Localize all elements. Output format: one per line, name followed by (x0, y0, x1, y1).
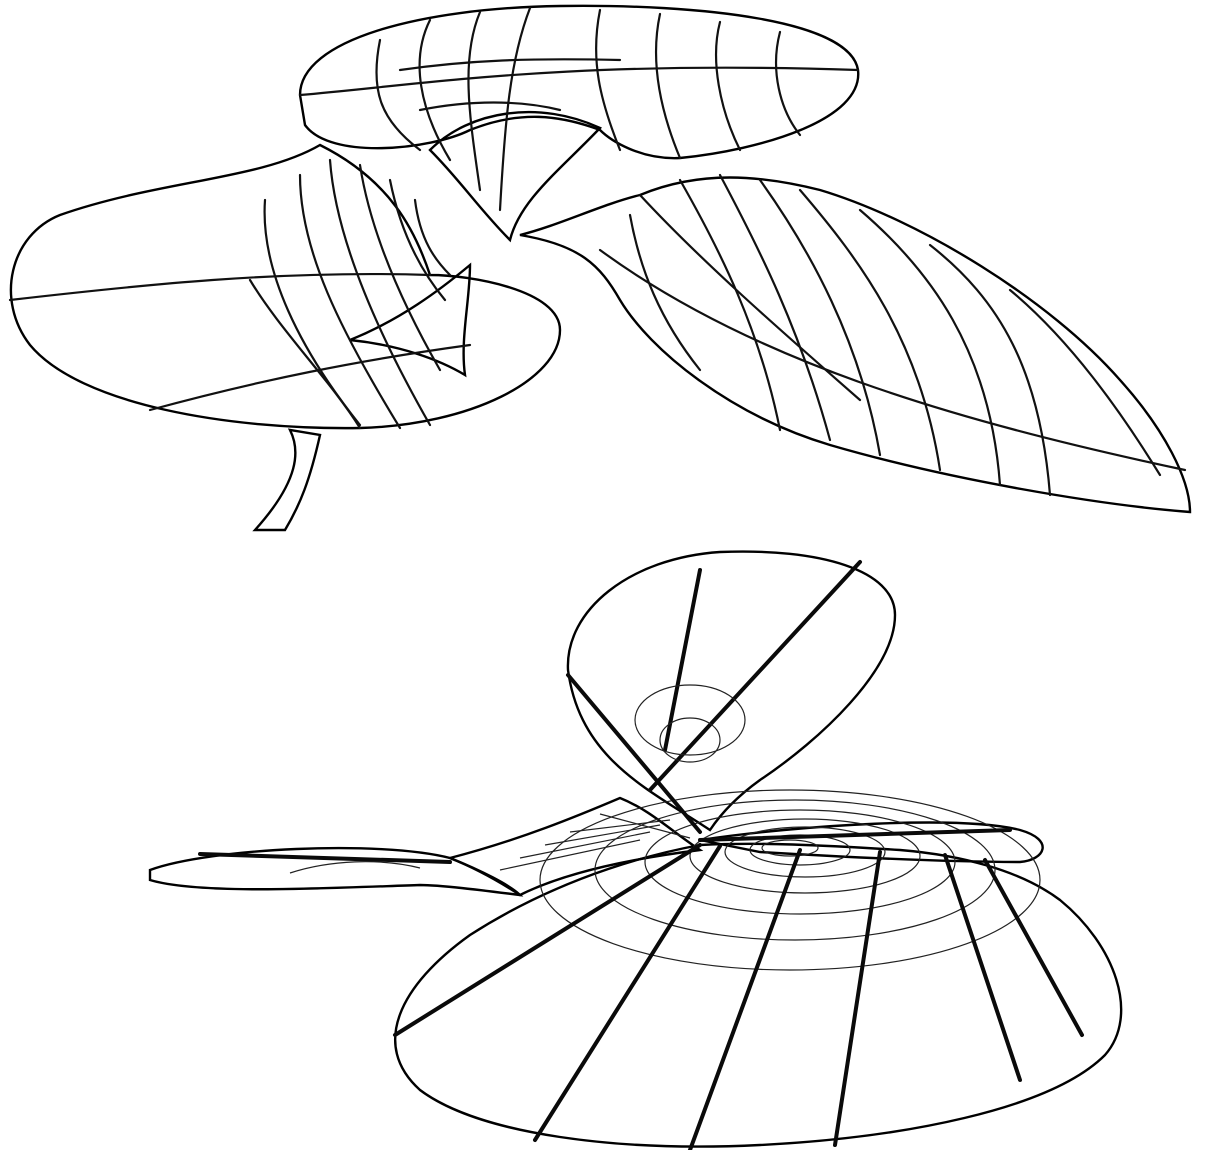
surface-figure-top (0, 0, 1205, 535)
surface-plot-top (8, 4, 1192, 532)
surface-plot-bottom (148, 550, 1123, 1150)
top-right-grid (598, 173, 1187, 497)
top-back-lobe (298, 4, 860, 160)
top-left-lobe (9, 143, 562, 430)
top-right-lobe (519, 176, 1192, 514)
bottom-upper-lobe-lines (566, 560, 862, 834)
bottom-right-tab (699, 821, 1044, 864)
bottom-disk-contours (539, 789, 1041, 971)
surface-figure-bottom (0, 540, 1205, 1150)
top-left-grid (8, 158, 472, 430)
top-back-throat (428, 110, 603, 243)
bottom-upper-lobe (566, 550, 897, 832)
bottom-wing-lines (198, 813, 1012, 874)
bottom-disk-radials (393, 843, 1084, 1150)
top-inner-fin (349, 262, 472, 378)
bottom-large-disk (393, 842, 1123, 1148)
top-tail (252, 428, 322, 532)
bottom-ribbon (446, 796, 704, 897)
top-back-grid (298, 6, 860, 212)
